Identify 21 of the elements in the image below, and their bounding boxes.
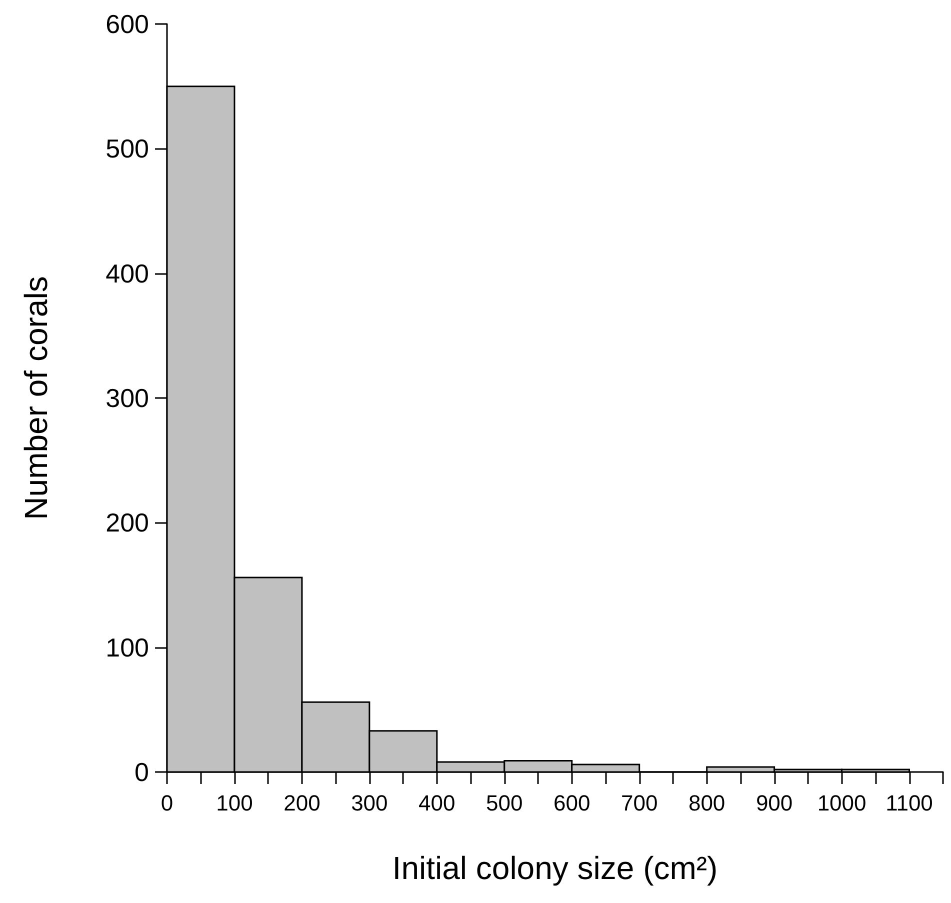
x-tick-label: 300 <box>351 790 388 816</box>
x-tick-label: 400 <box>418 790 456 816</box>
y-axis-title: Number of corals <box>18 276 54 520</box>
x-tick-label: 1000 <box>817 790 866 816</box>
x-tick-label: 0 <box>160 790 174 816</box>
x-tick-label: 600 <box>554 790 590 816</box>
x-tick-label: 1100 <box>886 790 933 816</box>
y-tick-label: 600 <box>106 9 149 39</box>
x-axis-title: Initial colony size (cm²) <box>392 850 718 886</box>
y-tick-label: 500 <box>106 134 149 164</box>
y-tick-label: 0 <box>134 757 149 787</box>
x-tick-label: 700 <box>620 790 658 816</box>
x-tick-label: 200 <box>284 790 320 816</box>
y-tick-label: 400 <box>106 258 149 288</box>
x-tick-label: 500 <box>486 790 523 816</box>
y-tick-label: 200 <box>106 508 149 538</box>
x-tick-label: 800 <box>688 790 726 816</box>
x-tick-label: 900 <box>756 790 793 816</box>
y-tick-label: 100 <box>106 632 149 662</box>
x-tick-label: 100 <box>216 790 253 816</box>
y-tick-label: 300 <box>106 383 149 413</box>
